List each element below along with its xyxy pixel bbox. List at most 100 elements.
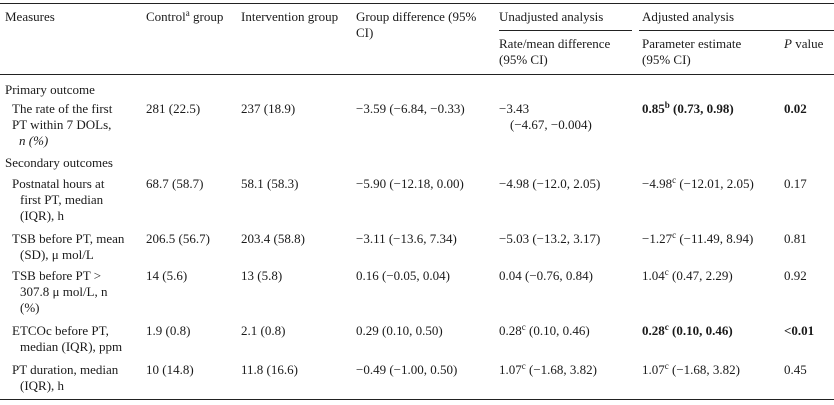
row2-measure-line1: Postnatal hours at [12,176,105,191]
header-rate-mean-difference: Rate/mean difference (95% CI) [499,36,610,68]
row5-adjusted-footnote: c [664,322,669,332]
row6-adjusted: 1.07c (−1.68, 3.82) [642,362,740,378]
row6-p-value: 0.45 [784,362,807,377]
row6-unadjusted: 1.07c (−1.68, 3.82) [499,362,597,378]
adjusted-header-underline [639,30,834,31]
unadjusted-header-underline [499,30,632,31]
row4-measure-line3: (%) [20,300,40,315]
row6-control: 10 (14.8) [146,362,194,377]
row5-unadjusted: 0.28c (0.10, 0.46) [499,323,590,339]
row1-measure: The rate of the first PT within 7 DOLs, … [12,101,112,149]
row2-measure-line2: first PT, median [20,192,104,207]
row1-adjusted-footnote: b [664,100,670,110]
header-control-group: Controla group [146,9,223,25]
row3-measure-line1: TSB before PT, mean [12,231,125,246]
header-rate-line2: (95% CI) [499,52,548,67]
row5-control: 1.9 (0.8) [146,323,191,338]
row5-measure-line2: median (IQR), ppm [20,339,123,354]
row1-adjusted-value: 0.85 [642,101,665,116]
header-adjusted-analysis: Adjusted analysis [642,9,735,24]
row5-measure-line1: ETCOc before PT, [12,323,109,338]
row5-p-value: <0.01 [784,323,815,338]
row3-adjusted-value: −1.27 [642,231,673,246]
row4-control: 14 (5.6) [146,268,188,283]
row2-adjusted-value: −4.98 [642,176,673,191]
row5-group-difference: 0.29 (0.10, 0.50) [356,323,443,338]
header-measures: Measures [5,9,55,24]
row3-adjusted-ci: (−11.49, 8.94) [676,231,754,246]
row3-measure-line2: (SD), μ mol/L [20,247,94,262]
header-intervention-group: Intervention group [241,9,339,24]
row1-p-value: 0.02 [784,101,807,116]
header-p-rest: value [791,36,824,51]
bottom-rule [0,399,834,400]
header-unadjusted-analysis: Unadjusted analysis [499,9,604,24]
header-control-footnote: a [185,8,190,18]
header-control-suffix: group [189,9,224,24]
row3-control: 206.5 (56.7) [146,231,210,246]
row1-measure-line3-text: n (%) [19,133,49,148]
row5-adjusted-value: 0.28 [642,323,665,338]
row4-adjusted-footnote: c [664,267,669,277]
row5-adjusted-ci: (0.10, 0.46) [668,323,733,338]
header-parameter-estimate: Parameter estimate (95% CI) [642,36,741,68]
row3-adjusted: −1.27c (−11.49, 8.94) [642,231,753,247]
row5-intervention: 2.1 (0.8) [241,323,286,338]
row6-unadjusted-value: 1.07 [499,362,522,377]
row1-unadjusted-line1: −3.43 [499,101,530,116]
header-rate-line1: Rate/mean difference [499,36,611,51]
row4-measure: TSB before PT > 307.8 μ mol/L, n (%) [12,268,108,316]
header-group-difference-line2: CI) [356,25,374,40]
row6-group-difference: −0.49 (−1.00, 0.50) [356,362,458,377]
row6-unadjusted-ci: (−1.68, 3.82) [525,362,597,377]
row4-group-difference: 0.16 (−0.05, 0.04) [356,268,450,283]
row6-unadjusted-footnote: c [521,361,526,371]
row4-measure-line1: TSB before PT > [12,268,102,283]
top-rule [0,3,834,4]
row3-group-difference: −3.11 (−13.6, 7.34) [356,231,457,246]
row1-measure-line3: n (%) [12,133,112,149]
row6-measure-line2: (IQR), h [20,378,65,393]
row2-unadjusted: −4.98 (−12.0, 2.05) [499,176,601,191]
header-param-line1: Parameter estimate [642,36,742,51]
row1-adjusted-ci: (0.73, 0.98) [669,101,734,116]
row2-measure: Postnatal hours at first PT, median (IQR… [12,176,104,224]
section-primary-outcome: Primary outcome [5,82,95,97]
row2-adjusted-footnote: c [672,175,677,185]
header-p-value: P value [784,36,823,52]
row6-adjusted-ci: (−1.68, 3.82) [668,362,740,377]
row4-measure-line2: 307.8 μ mol/L, n [20,284,108,299]
row6-measure: PT duration, median (IQR), h [12,362,118,394]
row4-intervention: 13 (5.8) [241,268,283,283]
row1-group-difference: −3.59 (−6.84, −0.33) [356,101,465,116]
row4-unadjusted: 0.04 (−0.76, 0.84) [499,268,593,283]
row1-measure-line1: The rate of the first [12,101,113,116]
row5-measure: ETCOc before PT, median (IQR), ppm [12,323,122,355]
row4-adjusted-value: 1.04 [642,268,665,283]
row3-unadjusted: −5.03 (−13.2, 3.17) [499,231,601,246]
row2-intervention: 58.1 (58.3) [241,176,299,191]
row1-intervention: 237 (18.9) [241,101,296,116]
row3-p-value: 0.81 [784,231,807,246]
row1-unadjusted: −3.43 (−4.67, −0.004) [499,101,592,133]
row6-measure-line1: PT duration, median [12,362,119,377]
header-group-difference: Group difference (95% CI) [356,9,476,41]
section-secondary-outcomes: Secondary outcomes [5,155,113,170]
row2-control: 68.7 (58.7) [146,176,204,191]
row1-unadjusted-line2: (−4.67, −0.004) [510,117,592,132]
row1-measure-line2: PT within 7 DOLs, [12,117,112,132]
row2-p-value: 0.17 [784,176,807,191]
row6-intervention: 11.8 (16.6) [241,362,298,377]
row1-control: 281 (22.5) [146,101,201,116]
row2-group-difference: −5.90 (−12.18, 0.00) [356,176,464,191]
row2-measure-line3: (IQR), h [20,208,65,223]
row5-unadjusted-ci: (0.10, 0.46) [525,323,590,338]
row2-adjusted: −4.98c (−12.01, 2.05) [642,176,754,192]
row6-adjusted-value: 1.07 [642,362,665,377]
row5-unadjusted-value: 0.28 [499,323,522,338]
header-control-text: Control [146,9,186,24]
row4-adjusted: 1.04c (0.47, 2.29) [642,268,733,284]
row6-adjusted-footnote: c [664,361,669,371]
row4-p-value: 0.92 [784,268,807,283]
